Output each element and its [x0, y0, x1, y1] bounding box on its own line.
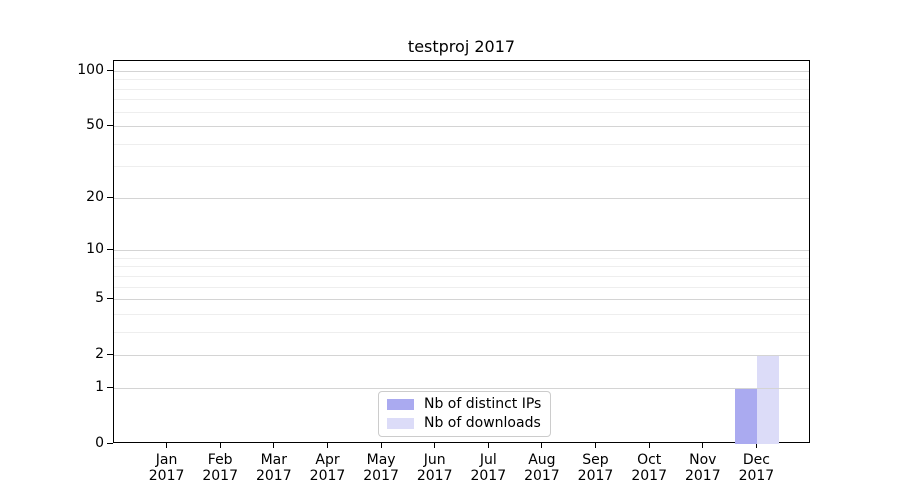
- y-tick-mark: [107, 443, 113, 444]
- y-tick-mark: [107, 298, 113, 300]
- x-tick-mark: [380, 443, 382, 448]
- bar-distinct-ips: [735, 387, 758, 444]
- x-tick-label: May 2017: [351, 452, 411, 484]
- x-tick-month: Sep: [582, 452, 609, 468]
- x-tick-month: Mar: [260, 452, 287, 468]
- x-tick-mark: [755, 443, 757, 448]
- x-tick-mark: [434, 443, 436, 448]
- y-tick-label: 100: [77, 61, 104, 78]
- legend: Nb of distinct IPs Nb of downloads: [378, 391, 552, 437]
- y-tick-mark: [107, 69, 113, 71]
- x-tick-year: 2017: [684, 468, 721, 484]
- x-tick-year: 2017: [524, 468, 560, 484]
- x-tick-label: Aug 2017: [512, 452, 572, 484]
- x-tick-label: Mar 2017: [244, 452, 304, 484]
- minor-gridline: [114, 313, 809, 315]
- major-gridline: [114, 126, 809, 127]
- legend-entry-distinct-ips: Nb of distinct IPs: [387, 396, 541, 413]
- x-tick-label: Jan 2017: [137, 452, 197, 484]
- plot-area: [113, 60, 810, 444]
- x-tick-month: Oct: [637, 452, 662, 468]
- x-tick-month: May: [366, 452, 396, 468]
- y-tick-mark: [107, 196, 113, 198]
- x-tick-month: Nov: [689, 452, 717, 468]
- minor-gridline: [114, 99, 809, 101]
- x-tick-mark: [595, 443, 596, 448]
- y-tick-label: 5: [95, 290, 104, 307]
- x-tick-month: Feb: [207, 452, 233, 468]
- major-gridline: [114, 355, 809, 357]
- x-tick-label: Dec 2017: [726, 452, 786, 484]
- x-tick-mark: [273, 443, 275, 448]
- x-tick-mark: [648, 443, 650, 448]
- minor-gridline: [114, 111, 809, 113]
- x-tick-mark: [702, 443, 704, 448]
- x-tick-label: Nov 2017: [673, 452, 733, 484]
- y-tick-label: 10: [86, 241, 104, 258]
- y-tick-label: 2: [95, 346, 104, 363]
- x-tick-month: Jul: [479, 452, 497, 468]
- y-tick-label: 0: [95, 435, 104, 451]
- x-tick-label: Feb 2017: [190, 452, 250, 484]
- y-tick-label: 20: [86, 188, 104, 205]
- x-tick-year: 2017: [738, 468, 775, 484]
- x-tick-year: 2017: [470, 468, 507, 484]
- y-tick-mark: [107, 249, 113, 251]
- chart-title: testproj 2017: [407, 37, 516, 56]
- x-tick-year: 2017: [416, 468, 453, 484]
- major-gridline: [114, 197, 809, 199]
- y-tick-mark: [107, 386, 113, 388]
- minor-gridline: [114, 331, 809, 333]
- x-tick-year: 2017: [631, 468, 667, 484]
- minor-gridline: [114, 266, 809, 268]
- y-tick-label: 50: [86, 117, 104, 133]
- x-tick-month: Aug: [528, 452, 556, 468]
- minor-gridline: [114, 286, 809, 288]
- x-tick-mark: [327, 443, 328, 448]
- minor-gridline: [114, 166, 809, 168]
- minor-gridline: [114, 275, 809, 277]
- x-tick-mark: [219, 443, 221, 448]
- major-gridline: [114, 299, 809, 301]
- x-tick-mark: [487, 443, 489, 448]
- x-tick-year: 2017: [148, 468, 185, 484]
- major-gridline: [114, 387, 809, 389]
- legend-label-distinct-ips: Nb of distinct IPs: [424, 396, 542, 412]
- x-tick-year: 2017: [577, 468, 614, 484]
- x-tick-year: 2017: [202, 468, 238, 484]
- legend-label-downloads: Nb of downloads: [424, 415, 541, 431]
- minor-gridline: [114, 79, 809, 81]
- x-tick-month: Jan: [155, 452, 178, 468]
- x-tick-label: Sep 2017: [566, 452, 626, 484]
- legend-swatch-downloads: [387, 418, 414, 429]
- minor-gridline: [114, 257, 809, 259]
- x-tick-label: Oct 2017: [619, 452, 679, 484]
- y-tick-label: 1: [95, 378, 104, 395]
- x-tick-year: 2017: [255, 468, 292, 484]
- x-tick-month: Dec: [742, 452, 770, 468]
- x-tick-label: Apr 2017: [298, 452, 358, 484]
- minor-gridline: [114, 143, 809, 145]
- legend-entry-downloads: Nb of downloads: [387, 415, 541, 432]
- major-gridline: [114, 250, 809, 252]
- major-gridline: [114, 70, 809, 72]
- bars-layer: [114, 61, 809, 444]
- x-tick-year: 2017: [363, 468, 399, 484]
- gridlines-layer: [114, 61, 809, 442]
- y-tick-mark: [107, 125, 113, 126]
- x-tick-month: Jun: [423, 452, 446, 468]
- x-tick-year: 2017: [309, 468, 346, 484]
- x-tick-mark: [541, 443, 543, 448]
- y-tick-mark: [107, 354, 113, 356]
- x-tick-month: Apr: [315, 452, 340, 468]
- x-tick-mark: [166, 443, 168, 448]
- bar-downloads: [757, 355, 780, 444]
- legend-swatch-distinct-ips: [387, 399, 414, 410]
- minor-gridline: [114, 88, 809, 90]
- x-tick-label: Jun 2017: [405, 452, 465, 484]
- x-tick-label: Jul 2017: [458, 452, 518, 484]
